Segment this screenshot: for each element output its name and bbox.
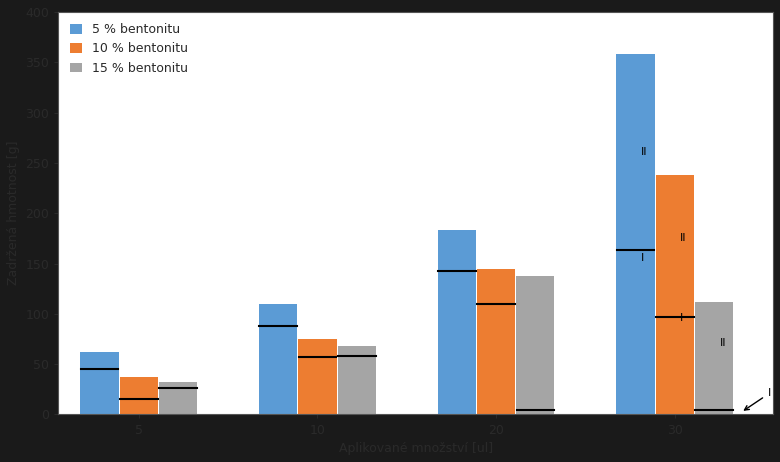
X-axis label: Aplikované množství [ul]: Aplikované množství [ul] [339, 442, 493, 455]
Bar [159, 382, 197, 414]
Legend: 5 % bentonitu, 10 % bentonitu, 15 % bentonitu: 5 % bentonitu, 10 % bentonitu, 15 % bent… [65, 18, 193, 79]
Text: I: I [680, 313, 683, 323]
Bar [516, 276, 555, 414]
Text: I: I [744, 389, 771, 410]
Bar [80, 352, 119, 414]
Bar [259, 304, 297, 414]
Text: II: II [680, 233, 686, 243]
Y-axis label: Zadržená hmotnost [g]: Zadržená hmotnost [g] [7, 141, 20, 286]
Text: II: II [641, 147, 647, 157]
Bar [120, 377, 158, 414]
Bar [656, 175, 694, 414]
Text: II: II [719, 338, 726, 348]
Bar [338, 346, 376, 414]
Bar [477, 268, 516, 414]
Bar [695, 302, 733, 414]
Bar [438, 231, 476, 414]
Text: I: I [641, 253, 644, 262]
Bar [299, 339, 336, 414]
Bar [616, 54, 654, 414]
